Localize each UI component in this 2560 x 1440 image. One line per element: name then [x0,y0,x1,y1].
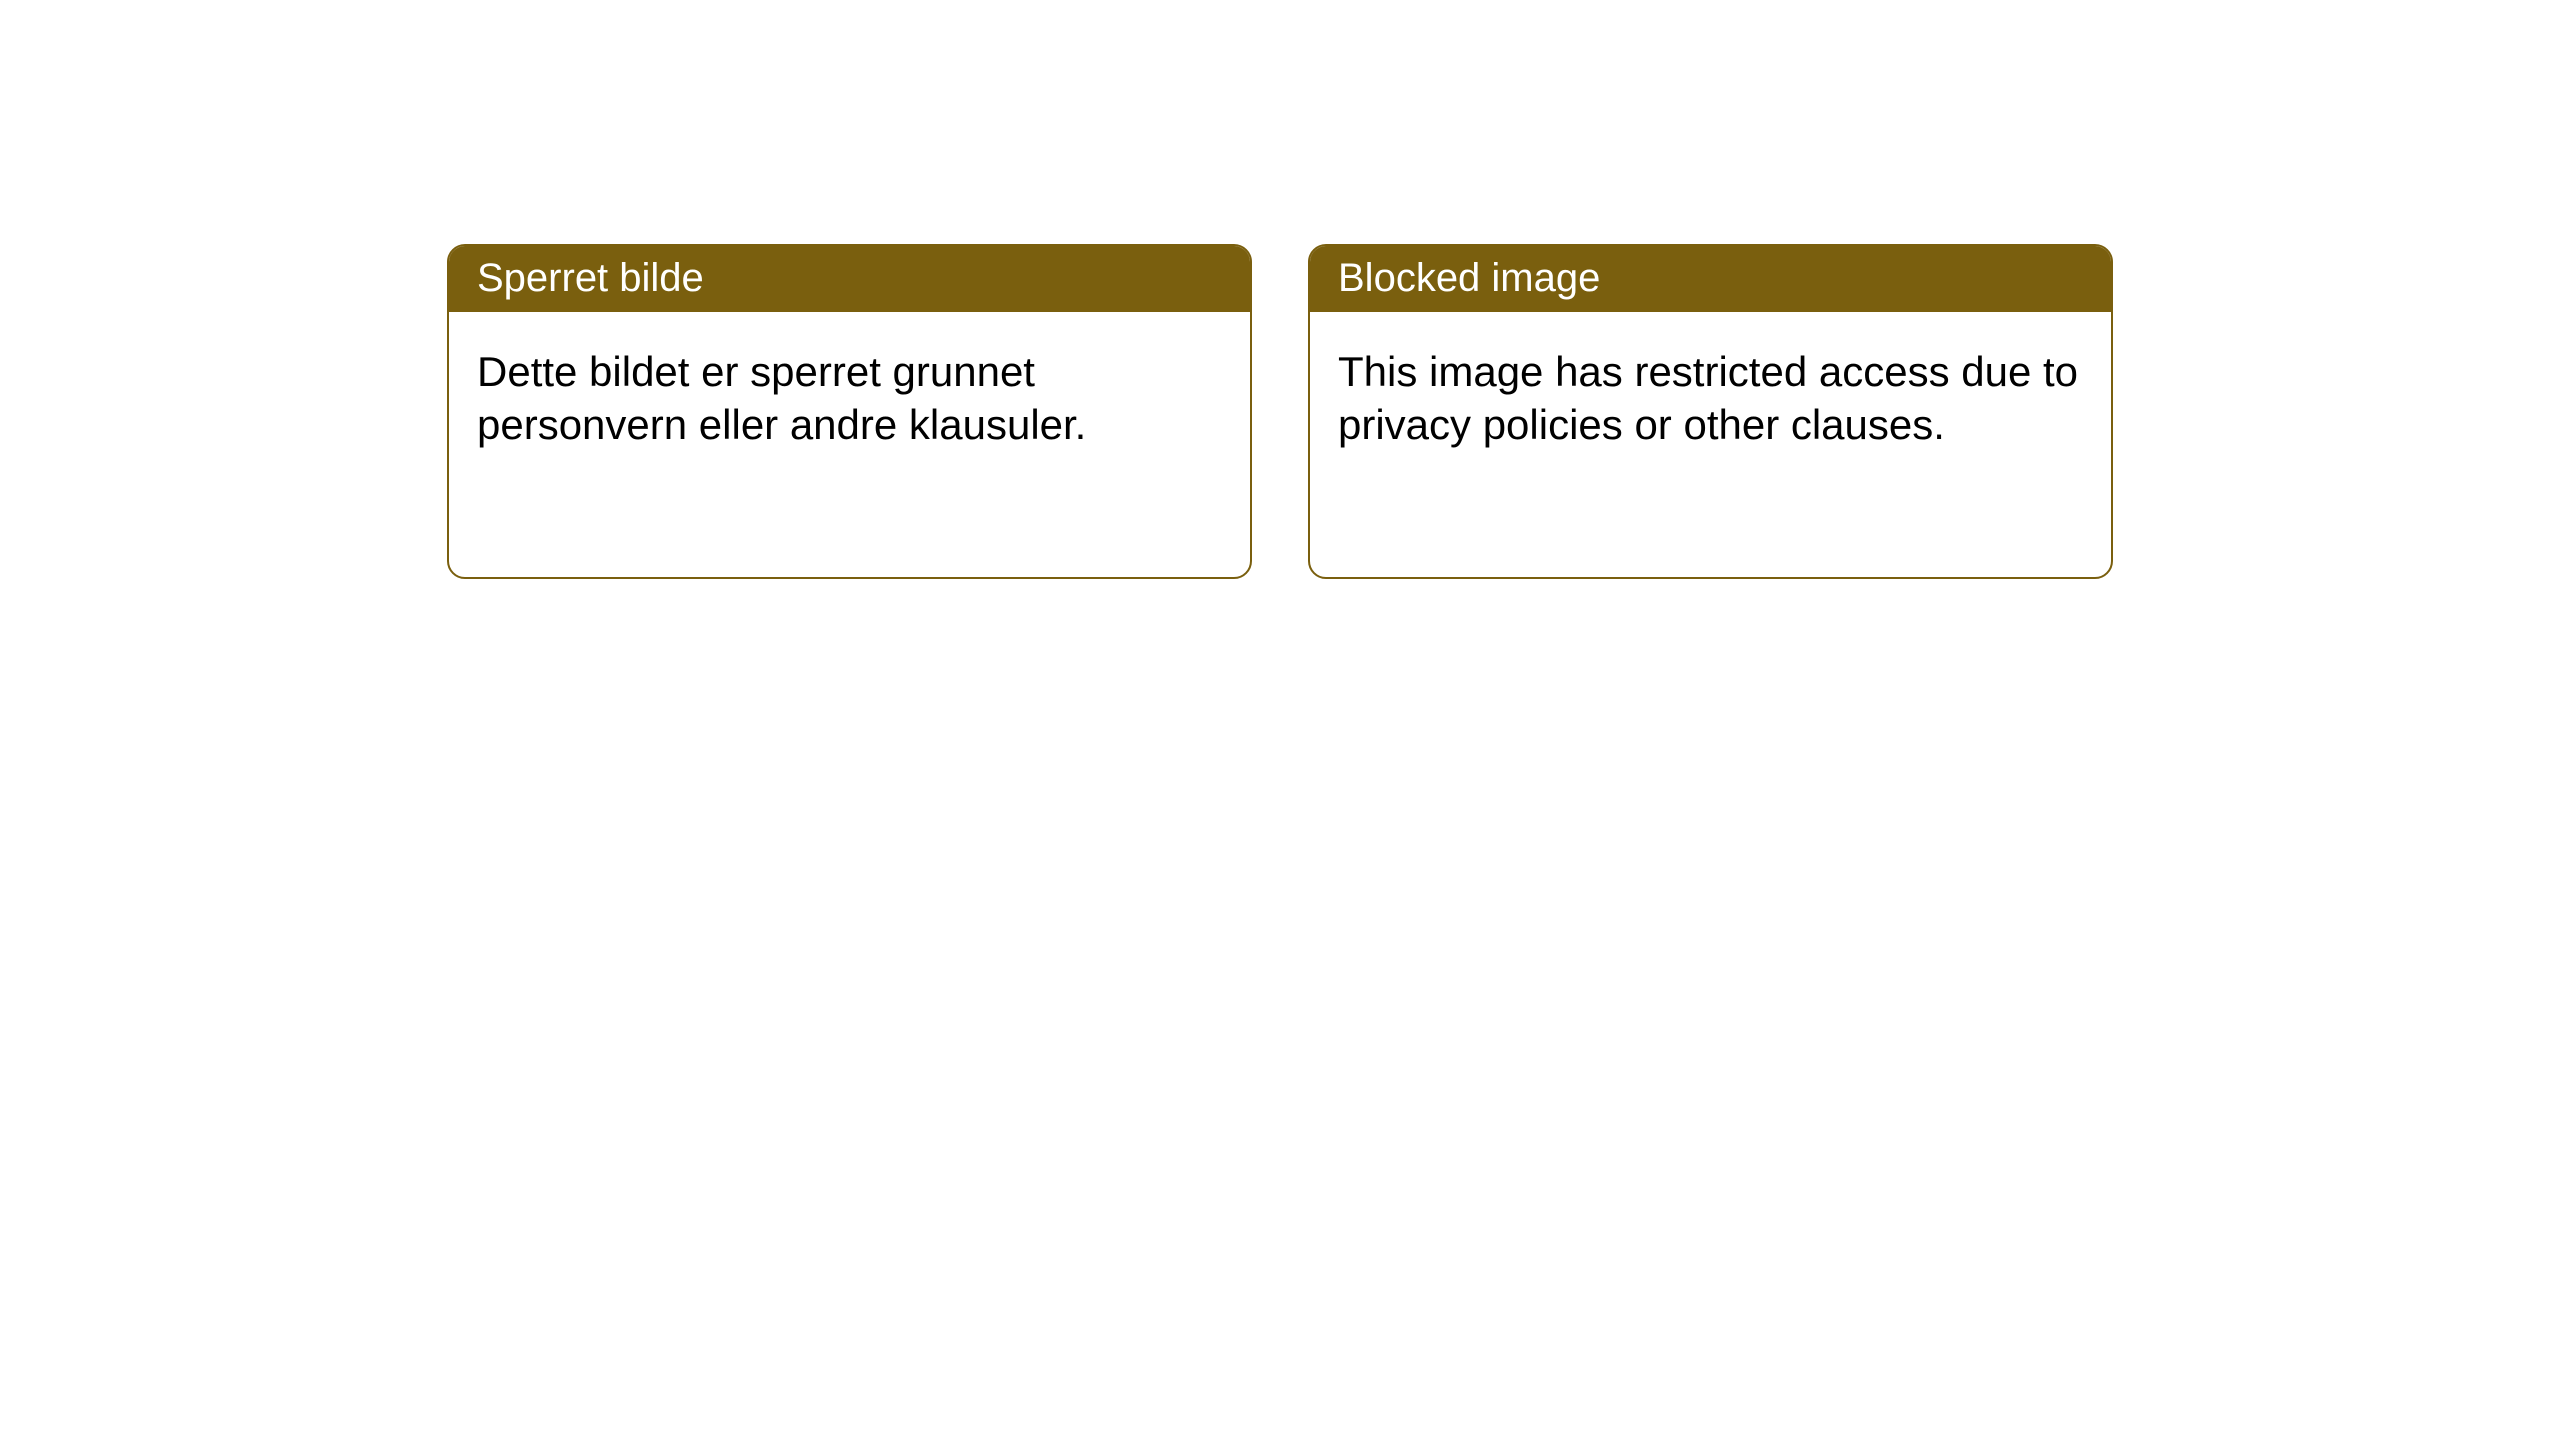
blocked-image-card-no: Sperret bilde Dette bildet er sperret gr… [447,244,1252,579]
card-title-en: Blocked image [1338,256,1600,300]
card-body-en: This image has restricted access due to … [1310,312,2111,485]
card-title-no: Sperret bilde [477,256,704,300]
card-message-en: This image has restricted access due to … [1338,348,2078,448]
card-header-no: Sperret bilde [449,246,1250,312]
card-body-no: Dette bildet er sperret grunnet personve… [449,312,1250,485]
notice-container: Sperret bilde Dette bildet er sperret gr… [0,0,2560,579]
card-message-no: Dette bildet er sperret grunnet personve… [477,348,1086,448]
card-header-en: Blocked image [1310,246,2111,312]
blocked-image-card-en: Blocked image This image has restricted … [1308,244,2113,579]
